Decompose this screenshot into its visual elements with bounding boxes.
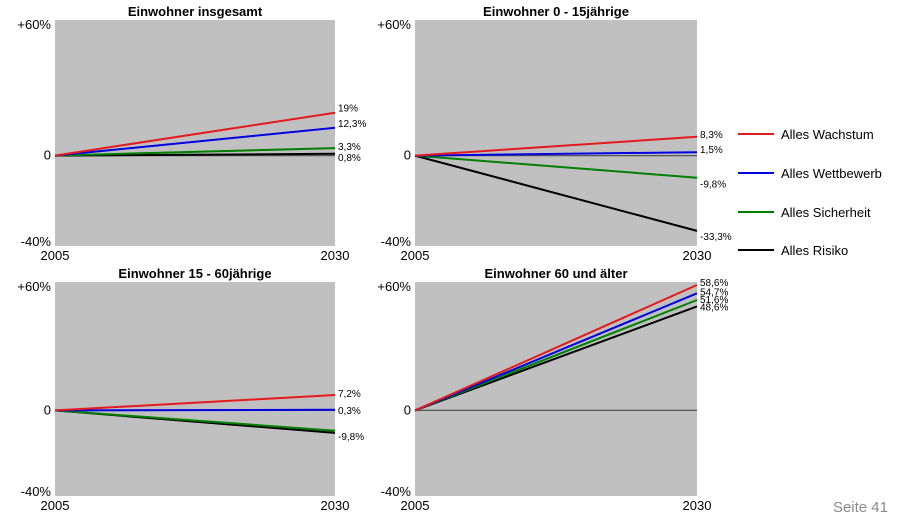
chart-3-x-tick-2005: 2005	[41, 498, 70, 513]
page-number: Seite 41	[832, 499, 888, 516]
chart-3-y-tick-2: 0	[44, 402, 51, 417]
chart-4-label-alles-wachstum: 58,6%	[700, 278, 728, 289]
chart-2-series-alles-wachstum	[414, 135, 698, 157]
chart-1: Einwohner insgesamt +60% 0 -40%2005 2030 19% 1…	[17, 4, 366, 263]
chart-3-label-alles-wettbewerb: 0,3%	[338, 406, 361, 417]
chart-3-label-alles-risiko: -9,8%	[338, 432, 364, 443]
chart-2-label-alles-wettbewerb: 1,5%	[700, 145, 723, 156]
chart-4-x-tick-2005: 2005	[401, 498, 430, 513]
legend-label-wettbewerb: Alles Wettbewerb	[781, 165, 882, 181]
chart-2-plot-area	[415, 20, 697, 246]
chart-1-label-alles-wachstum: 19%	[338, 104, 358, 115]
chart-2-x-tick-2005: 2005	[401, 248, 430, 263]
legend-swatch-wettbewerb	[738, 172, 774, 174]
legend-swatch-wachstum	[738, 133, 774, 135]
chart-4-series-alles-sicherheit	[414, 299, 698, 412]
chart-1-label-alles-risiko: 0,8%	[338, 153, 361, 164]
chart-2-series-alles-wettbewerb	[414, 151, 698, 157]
chart-4-title: Einwohner 60 und älter	[484, 266, 627, 281]
chart-1-title: Einwohner insgesamt	[128, 4, 263, 19]
legend-item-wachstum: Alles Wachstum	[738, 124, 874, 144]
chart-1-x-tick-2030: 2030	[321, 248, 350, 263]
chart-4: Einwohner 60 und älter +60% 0 -40%2005 2030 5…	[377, 266, 728, 513]
legend-label-risiko: Alles Risiko	[781, 242, 849, 258]
chart-1-series-alles-wettbewerb	[54, 126, 336, 157]
chart-4-label-alles-sicherheit: 51,6%	[700, 295, 728, 306]
chart-2-y-tick-3: -40%	[381, 234, 412, 249]
legend: Alles Wachstum Alles Wettbewerb Alles Si…	[738, 0, 908, 280]
chart-4-series-alles-wettbewerb	[414, 292, 698, 412]
chart-1-y-tick-1: +60%	[17, 17, 51, 32]
chart-2-x-tick-2030: 2030	[683, 248, 712, 263]
chart-1-label-alles-sicherheit: 3,3%	[338, 142, 361, 153]
chart-1-series-alles-sicherheit	[54, 147, 336, 157]
chart-2-series-alles-sicherheit	[414, 154, 698, 179]
chart-3-plot-area	[55, 282, 335, 496]
chart-4-y-tick-3: -40%	[381, 484, 412, 499]
chart-3-y-tick-3: -40%	[21, 484, 52, 499]
chart-2: Einwohner 0 - 15jährige +60% 0 -40%2005 2030…	[377, 4, 731, 263]
chart-2-label-alles-risiko: -33,3%	[700, 232, 732, 243]
chart-4-label-alles-wettbewerb: 54,7%	[700, 287, 728, 298]
chart-2-title: Einwohner 0 - 15jährige	[483, 4, 629, 19]
chart-1-y-tick-2: 0	[44, 148, 51, 163]
charts-figure: Einwohner insgesamt+60%0-40%2005 203019%1…	[17, 4, 731, 513]
legend-item-wettbewerb: Alles Wettbewerb	[738, 163, 882, 183]
chart-3-series-alles-sicherheit	[54, 409, 336, 432]
chart-2-y-tick-2: 0	[404, 148, 411, 163]
chart-1-label-alles-wettbewerb: 12,3%	[338, 119, 366, 130]
chart-3-title: Einwohner 15 - 60jährige	[118, 266, 271, 281]
chart-2-series-alles-risiko	[414, 154, 698, 232]
chart-2-y-tick-1: +60%	[377, 17, 411, 32]
chart-4-y-tick-1: +60%	[377, 279, 411, 294]
chart-2-label-alles-sicherheit: -9,8%	[700, 180, 726, 191]
chart-4-plot-area	[415, 282, 697, 496]
chart-3-series-alles-wachstum	[54, 394, 336, 412]
chart-1-y-tick-3: -40%	[21, 234, 52, 249]
chart-4-y-tick-2: 0	[404, 402, 411, 417]
chart-4-label-alles-risiko: 48,6%	[700, 302, 728, 313]
legend-swatch-sicherheit	[738, 211, 774, 213]
chart-3-label-alles-wachstum: 7,2%	[338, 389, 361, 400]
legend-label-sicherheit: Alles Sicherheit	[781, 204, 871, 220]
chart-1-series-alles-wachstum	[54, 111, 336, 157]
chart-3: Einwohner 15 - 60jährige +60% 0 -40%2005 203…	[17, 266, 364, 513]
chart-2-label-alles-wachstum: 8,3%	[700, 130, 723, 141]
legend-label-wachstum: Alles Wachstum	[781, 126, 874, 142]
chart-4-series-alles-wachstum	[414, 284, 698, 412]
chart-1-x-tick-2005: 2005	[41, 248, 70, 263]
legend-swatch-risiko	[738, 249, 774, 251]
chart-4-x-tick-2030: 2030	[683, 498, 712, 513]
chart-3-x-tick-2030: 2030	[321, 498, 350, 513]
chart-3-series-alles-wettbewerb	[54, 408, 336, 412]
chart-1-plot-area	[55, 20, 335, 246]
chart-3-y-tick-1: +60%	[17, 279, 51, 294]
legend-item-risiko: Alles Risiko	[738, 240, 848, 260]
legend-item-sicherheit: Alles Sicherheit	[738, 202, 871, 222]
